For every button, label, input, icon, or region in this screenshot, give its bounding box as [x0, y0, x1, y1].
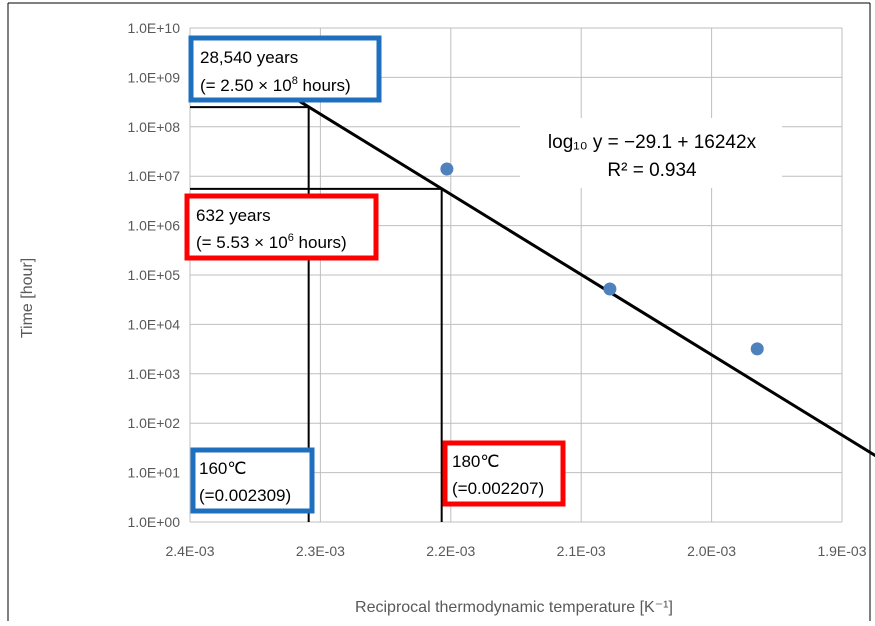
data-point: [603, 282, 617, 296]
annotation-line1: 28,540 years: [200, 48, 298, 67]
annotation-line2: (= 2.50 × 108 hours): [200, 75, 351, 95]
annotation-line1: 180℃: [452, 452, 499, 471]
x-tick-label: 1.9E-03: [817, 543, 866, 559]
y-tick-label: 1.0E+01: [127, 465, 180, 481]
equation-line2: R² = 0.934: [607, 160, 697, 181]
y-tick-label: 1.0E+06: [127, 218, 180, 234]
annotation-line2: (= 5.53 × 106 hours): [196, 232, 347, 252]
y-tick-label: 1.0E+03: [127, 366, 180, 382]
tick-labels: 1.0E+00 1.0E+01 1.0E+02 1.0E+03 1.0E+04 1.0E+…: [127, 20, 866, 559]
annotation-box-red-bottom: [442, 440, 566, 507]
annotation-box-red-top: [184, 193, 379, 261]
annotation-box-blue-top: [188, 35, 382, 103]
equation-line1: log₁₀ y = −29.1 + 16242x: [548, 132, 757, 153]
annotation-line2: (=0.002309): [199, 486, 291, 505]
y-tick-label: 1.0E+02: [127, 415, 180, 431]
equation-background: [520, 118, 782, 188]
y-tick-label: 1.0E+05: [127, 267, 180, 283]
x-tick-label: 2.0E-03: [687, 543, 736, 559]
y-tick-label: 1.0E+00: [127, 514, 180, 530]
y-tick-label: 1.0E+08: [127, 119, 180, 135]
annotation-line2-post: hours): [294, 233, 347, 252]
x-tick-label: 2.4E-03: [165, 543, 214, 559]
annotation-line2-exponent: 6: [288, 232, 294, 244]
annotation-line2-post: hours): [298, 76, 351, 95]
annotation-line2: (=0.002207): [452, 479, 544, 498]
annotation-180c: 180℃ (=0.002207): [442, 440, 566, 507]
x-tick-label: 2.2E-03: [426, 543, 475, 559]
data-point: [750, 342, 764, 356]
y-tick-label: 1.0E+04: [127, 316, 180, 332]
annotation-632-years: 632 years (= 5.53 × 106 hours): [184, 193, 379, 261]
x-axis-label: Reciprocal thermodynamic temperature [K⁻…: [355, 599, 673, 616]
x-tick-label: 2.3E-03: [296, 543, 345, 559]
y-tick-label: 1.0E+10: [127, 20, 180, 36]
annotation-line2-pre: (= 2.50 × 10: [200, 76, 292, 95]
y-tick-label: 1.0E+07: [127, 168, 180, 184]
annotation-line1: 632 years: [196, 206, 271, 225]
annotation-line1: 160℃: [199, 459, 246, 478]
annotation-box-blue-bottom: [190, 447, 315, 514]
x-tick-label: 2.1E-03: [557, 543, 606, 559]
annotation-160c: 160℃ (=0.002309): [190, 447, 315, 514]
annotation-line2-pre: (= 5.53 × 10: [196, 233, 288, 252]
data-point: [440, 162, 454, 176]
y-axis-label: Time [hour]: [19, 258, 36, 338]
annotation-line2-exponent: 8: [292, 75, 298, 87]
annotation-28540-years: 28,540 years (= 2.50 × 108 hours): [188, 35, 382, 103]
y-tick-label: 1.0E+09: [127, 69, 180, 85]
data-points: [440, 162, 764, 356]
